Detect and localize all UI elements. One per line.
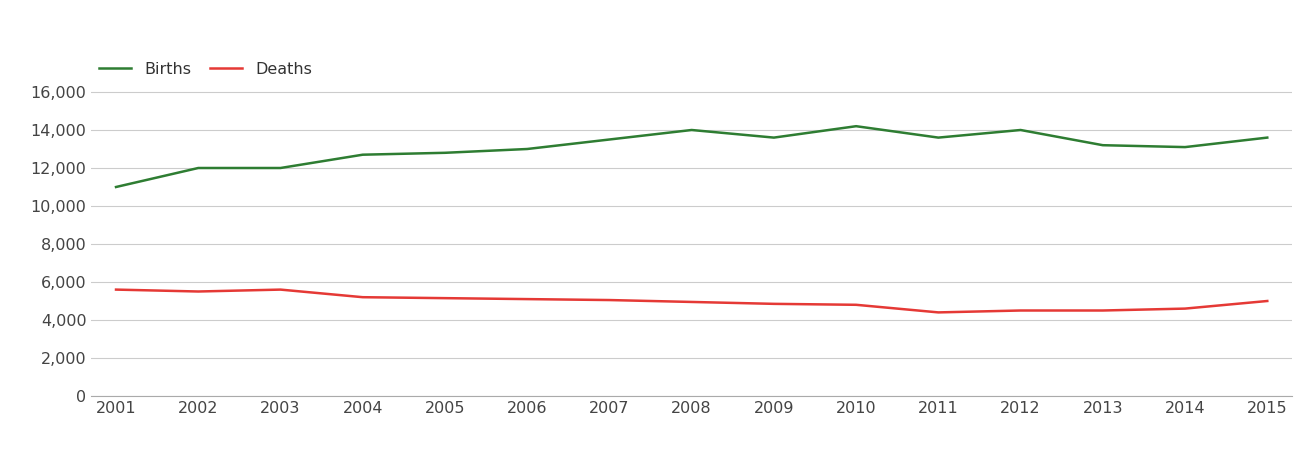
- Births: [191, 165, 206, 171]
- Deaths: [930, 310, 946, 315]
- Legend: Births, Deaths: Births, Deaths: [99, 62, 312, 77]
- Births: [1177, 144, 1193, 150]
- Deaths: [273, 287, 288, 292]
- Births: [766, 135, 782, 140]
- Births: [108, 184, 124, 190]
- Births: [437, 150, 453, 156]
- Births: [684, 127, 699, 133]
- Deaths: [108, 287, 124, 292]
- Births: [355, 152, 371, 158]
- Births: [602, 137, 617, 142]
- Line: Births: Births: [116, 126, 1267, 187]
- Deaths: [602, 297, 617, 303]
- Births: [1095, 143, 1111, 148]
- Deaths: [1177, 306, 1193, 311]
- Births: [930, 135, 946, 140]
- Deaths: [1259, 298, 1275, 304]
- Births: [273, 165, 288, 171]
- Deaths: [766, 301, 782, 306]
- Deaths: [1095, 308, 1111, 313]
- Deaths: [191, 289, 206, 294]
- Births: [1259, 135, 1275, 140]
- Births: [519, 146, 535, 152]
- Births: [848, 123, 864, 129]
- Births: [1013, 127, 1028, 133]
- Deaths: [519, 297, 535, 302]
- Deaths: [1013, 308, 1028, 313]
- Deaths: [437, 296, 453, 301]
- Line: Deaths: Deaths: [116, 290, 1267, 312]
- Deaths: [684, 299, 699, 305]
- Deaths: [355, 294, 371, 300]
- Deaths: [848, 302, 864, 307]
